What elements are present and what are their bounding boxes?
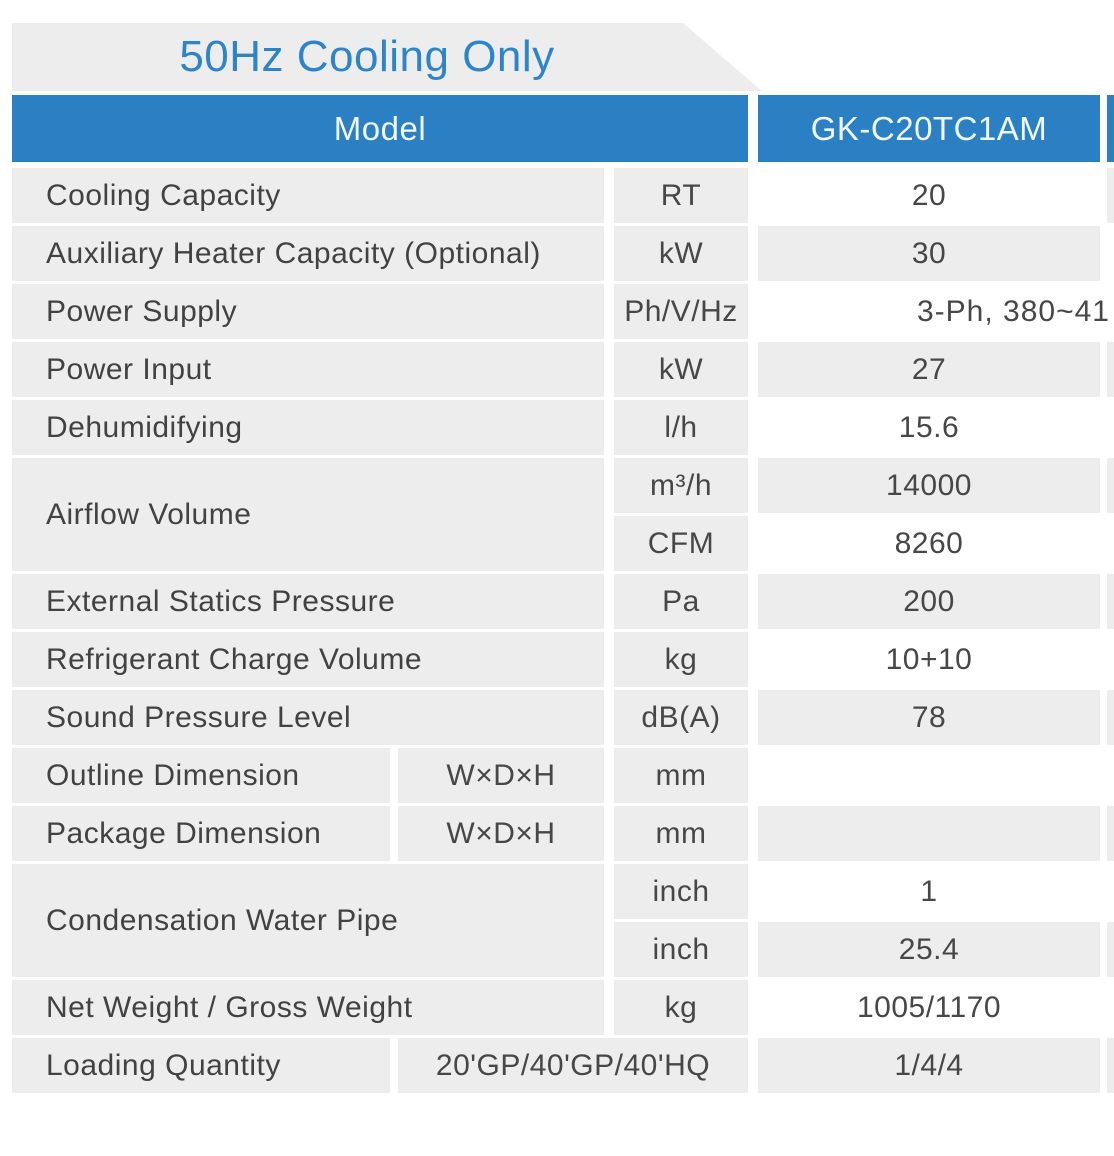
cutoff-column-cell xyxy=(1107,980,1114,1035)
row-unit: dB(A) xyxy=(614,690,748,745)
power-supply-value: 3-Ph, 380~41 xyxy=(917,294,1110,328)
cutoff-column-cell xyxy=(1107,284,1114,339)
row-label: Package Dimension xyxy=(12,806,390,861)
row-value: 200 xyxy=(758,574,1100,629)
row-sublabel: W×D×H xyxy=(398,806,604,861)
row-value xyxy=(758,748,1100,803)
row-value: 1 xyxy=(758,864,1100,919)
row-label: Power Input xyxy=(12,342,604,397)
row-value: 1005/1170 xyxy=(758,980,1100,1035)
row-value: 78 xyxy=(758,690,1100,745)
cutoff-column-cell xyxy=(1107,342,1114,397)
row-value: 27 xyxy=(758,342,1100,397)
row-value: 25.4 xyxy=(758,922,1100,977)
cutoff-column-cell xyxy=(1107,632,1114,687)
row-label: Auxiliary Heater Capacity (Optional) xyxy=(12,226,604,281)
row-value: 30 xyxy=(758,226,1100,281)
cutoff-column-cell xyxy=(1107,864,1114,919)
cutoff-column-cell xyxy=(1107,690,1114,745)
cutoff-column-cell xyxy=(1107,226,1114,281)
row-unit: kg xyxy=(614,632,748,687)
row-sublabel: W×D×H xyxy=(398,748,604,803)
model-number-cell: GK-C20TC1AM xyxy=(758,95,1100,162)
row-label: Loading Quantity xyxy=(12,1038,390,1093)
row-value xyxy=(758,806,1100,861)
row-value: 15.6 xyxy=(758,400,1100,455)
cutoff-column-cell xyxy=(1107,574,1114,629)
spec-table: Model GK-C20TC1AM Cooling Capacity RT 20… xyxy=(12,95,1114,1093)
row-unit: mm xyxy=(614,748,748,803)
row-unit: CFM xyxy=(614,516,748,571)
row-value: 1/4/4 xyxy=(758,1038,1100,1093)
cutoff-column-cell xyxy=(1107,458,1114,513)
row-value: 10+10 xyxy=(758,632,1100,687)
row-unit: kg xyxy=(614,980,748,1035)
row-unit: RT xyxy=(614,168,748,223)
row-label: Power Supply xyxy=(12,284,604,339)
row-label: Sound Pressure Level xyxy=(12,690,604,745)
row-label: Refrigerant Charge Volume xyxy=(12,632,604,687)
row-value: 8260 xyxy=(758,516,1100,571)
row-label: External Statics Pressure xyxy=(12,574,604,629)
cutoff-column-cell xyxy=(1107,922,1114,977)
row-unit: l/h xyxy=(614,400,748,455)
row-unit: mm xyxy=(614,806,748,861)
row-value: 20 xyxy=(758,168,1100,223)
row-label: Dehumidifying xyxy=(12,400,604,455)
row-unit: inch xyxy=(614,864,748,919)
row-value: 3-Ph, 380~41 xyxy=(758,284,1109,339)
section-title: 50Hz Cooling Only xyxy=(179,32,555,81)
row-unit: kW xyxy=(614,342,748,397)
cutoff-column-cell xyxy=(1107,516,1114,571)
cutoff-column-cell xyxy=(1107,806,1114,861)
row-label: Condensation Water Pipe xyxy=(12,864,604,977)
row-unit: kW xyxy=(614,226,748,281)
row-label: Airflow Volume xyxy=(12,458,604,571)
cutoff-column-cell xyxy=(1107,400,1114,455)
cutoff-column-cell xyxy=(1107,1038,1114,1093)
row-label: Cooling Capacity xyxy=(12,168,604,223)
model-header-cell: Model xyxy=(12,95,748,162)
row-label: Net Weight / Gross Weight xyxy=(12,980,604,1035)
row-value: 14000 xyxy=(758,458,1100,513)
row-unit: inch xyxy=(614,922,748,977)
row-unit: m³/h xyxy=(614,458,748,513)
cutoff-column-header-cell xyxy=(1107,95,1114,162)
cutoff-column-cell xyxy=(1107,168,1114,223)
row-label: Outline Dimension xyxy=(12,748,390,803)
section-banner: 50Hz Cooling Only xyxy=(12,23,762,91)
row-container-sizes: 20'GP/40'GP/40'HQ xyxy=(398,1038,748,1093)
row-unit: Ph/V/Hz xyxy=(614,284,748,339)
row-unit: Pa xyxy=(614,574,748,629)
cutoff-column-cell xyxy=(1107,748,1114,803)
